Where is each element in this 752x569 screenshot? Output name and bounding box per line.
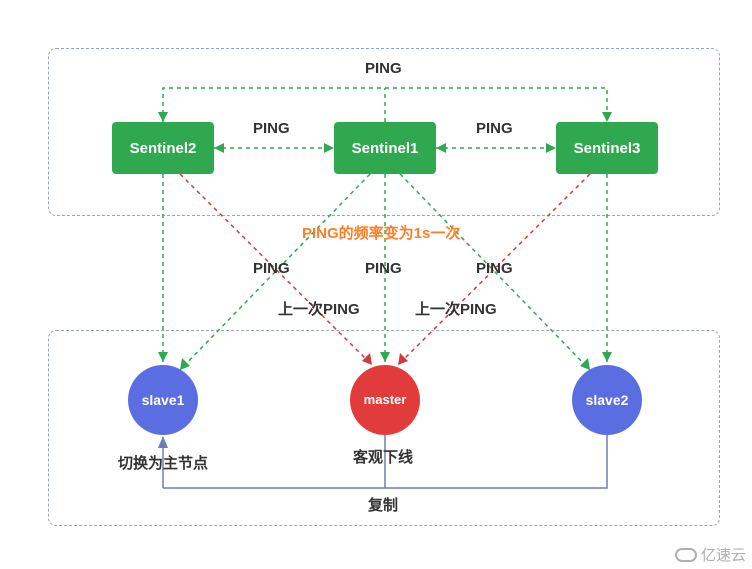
sentinel2-node: Sentinel2 — [112, 122, 214, 174]
master-node: master — [350, 365, 420, 435]
slave1-node: slave1 — [128, 365, 198, 435]
slave2-node: slave2 — [572, 365, 642, 435]
ping-frequency-label: PING的频率变为1s一次 — [302, 222, 460, 243]
switch-master-label: 切换为主节点 — [118, 452, 208, 473]
replicate-label: 复制 — [368, 494, 398, 515]
watermark: 亿速云 — [675, 544, 746, 565]
last-ping-right-label: 上一次PING — [415, 298, 497, 319]
ping-s2s1-label: PING — [253, 120, 290, 137]
last-ping-left-label: 上一次PING — [278, 298, 360, 319]
sentinel1-node: Sentinel1 — [334, 122, 436, 174]
slave2-label: slave2 — [586, 392, 629, 409]
master-label: master — [364, 392, 407, 408]
ping-s1s3-label: PING — [476, 120, 513, 137]
ping-mid-label: PING — [365, 260, 402, 277]
cloud-icon — [675, 548, 697, 562]
slave1-label: slave1 — [142, 392, 185, 409]
sentinel2-label: Sentinel2 — [130, 140, 197, 157]
objective-down-label: 客观下线 — [353, 446, 413, 467]
sentinel3-label: Sentinel3 — [574, 140, 641, 157]
sentinel3-node: Sentinel3 — [556, 122, 658, 174]
watermark-text: 亿速云 — [701, 544, 746, 565]
ping-left-label: PING — [253, 260, 290, 277]
ping-right-label: PING — [476, 260, 513, 277]
ping-top-label: PING — [365, 60, 402, 77]
sentinel1-label: Sentinel1 — [352, 140, 419, 157]
